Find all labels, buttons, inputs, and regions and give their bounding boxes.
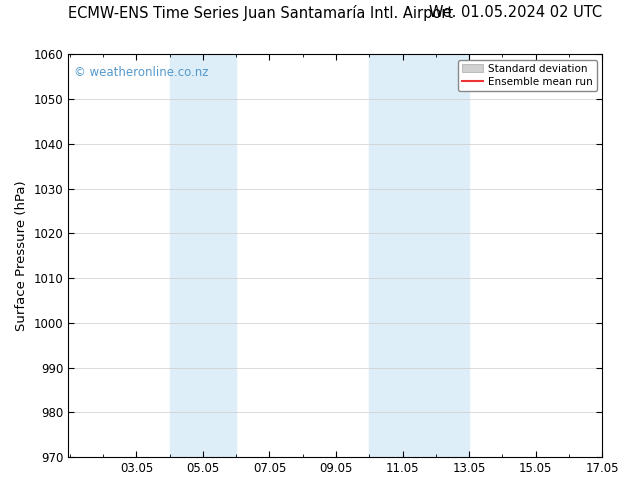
Text: ECMW-ENS Time Series Juan Santamaría Intl. Airport: ECMW-ENS Time Series Juan Santamaría Int… [68, 5, 453, 21]
Y-axis label: Surface Pressure (hPa): Surface Pressure (hPa) [15, 180, 28, 331]
Legend: Standard deviation, Ensemble mean run: Standard deviation, Ensemble mean run [458, 59, 597, 91]
Text: © weatheronline.co.nz: © weatheronline.co.nz [74, 66, 208, 79]
Bar [370, 54, 469, 457]
Text: We. 01.05.2024 02 UTC: We. 01.05.2024 02 UTC [429, 5, 602, 20]
Bar [170, 54, 236, 457]
